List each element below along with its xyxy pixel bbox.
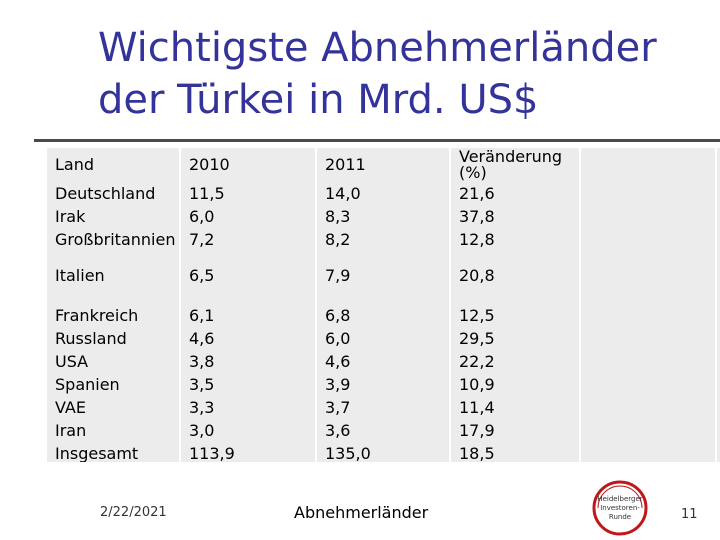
- slide-title-line2: der Türkei in Mrd. US$: [98, 77, 539, 123]
- table-cell-land: VAE: [55, 398, 86, 417]
- table-cell-2010: 6,5: [181, 251, 315, 300]
- table-cell-2011: 3,9: [325, 375, 351, 394]
- empty-cell: [717, 251, 720, 300]
- table-cell-2010: 113,9: [189, 444, 235, 462]
- table-cell-2010: 3,0: [189, 421, 215, 440]
- land-group-3: Frankreich Russland USA Spanien VAE Iran…: [47, 300, 179, 462]
- slide-date: 2/22/2021: [100, 505, 167, 520]
- table-cell-land: Großbritannien: [55, 230, 176, 249]
- y2011-group-3: 6,8 6,0 4,6 3,9 3,7 3,6 135,0: [317, 300, 449, 462]
- table-cell-2010: 7,2: [189, 230, 215, 249]
- change-group-3: 12,5 29,5 22,2 10,9 11,4 17,9 18,5: [451, 300, 579, 462]
- table-cell-land: Spanien: [55, 375, 120, 394]
- table-cell-2011: 7,9: [317, 251, 449, 300]
- table-cell-change: 12,8: [459, 230, 495, 249]
- exports-table: Land 2010 2011 Veränderung (%) Deutschla…: [47, 148, 720, 482]
- table-cell-2011: 3,7: [325, 398, 351, 417]
- header-2010: 2010: [181, 148, 315, 182]
- table-cell-change: 18,5: [459, 444, 495, 462]
- table-cell-land: Russland: [55, 329, 127, 348]
- empty-cell: [717, 148, 720, 182]
- table-cell-2010: 6,1: [189, 306, 215, 325]
- header-2011: 2011: [317, 148, 449, 182]
- table-cell-2011: 8,3: [325, 207, 351, 226]
- table-cell-change: 37,8: [459, 207, 495, 226]
- slide-title-line1: Wichtigste Abnehmerländer: [98, 25, 657, 71]
- table-cell-2011: 6,8: [325, 306, 351, 325]
- table-cell-2010: 3,8: [189, 352, 215, 371]
- table-cell-change: 10,9: [459, 375, 495, 394]
- table-cell-land: Irak: [55, 207, 86, 226]
- table-cell-change: 11,4: [459, 398, 495, 417]
- table-cell-land: USA: [55, 352, 89, 371]
- table-cell-land: Iran: [55, 421, 87, 440]
- land-group-1: Deutschland Irak Großbritannien: [47, 182, 179, 251]
- table-cell-2010: 3,5: [189, 375, 215, 394]
- table-cell-change: 29,5: [459, 329, 495, 348]
- header-land: Land: [47, 148, 179, 182]
- table-cell-2010: 4,6: [189, 329, 215, 348]
- table-cell-land: Italien: [47, 251, 179, 300]
- table-cell-2011: 135,0: [325, 444, 371, 462]
- slide-footer-text: Abnehmerländer: [294, 503, 429, 522]
- page-number: 11: [681, 507, 698, 522]
- title-divider: [34, 139, 720, 142]
- empty-cell: [717, 182, 720, 251]
- empty-cell: [581, 148, 715, 182]
- table-cell-2011: 14,0: [325, 184, 361, 203]
- table-cell-2011: 3,6: [325, 421, 351, 440]
- table-cell-land: Frankreich: [55, 306, 139, 325]
- slide-title: Wichtigste Abnehmerländer der Türkei in …: [98, 22, 698, 126]
- table-cell-2011: 6,0: [325, 329, 351, 348]
- table-cell-change: 17,9: [459, 421, 495, 440]
- empty-cell: [717, 300, 720, 462]
- table-cell-land: Insgesamt: [55, 444, 139, 462]
- table-cell-2011: 8,2: [325, 230, 351, 249]
- empty-cell: [581, 251, 715, 300]
- change-group-1: 21,6 37,8 12,8: [451, 182, 579, 251]
- table-cell-change: 21,6: [459, 184, 495, 203]
- header-change: Veränderung (%): [451, 148, 579, 182]
- logo-line2: Investoren-: [600, 504, 640, 512]
- logo-line1: Heidelberger: [597, 495, 642, 503]
- y2010-group-3: 6,1 4,6 3,8 3,5 3,3 3,0 113,9: [181, 300, 315, 462]
- logo-arc: [597, 485, 643, 509]
- table-cell-2010: 6,0: [189, 207, 215, 226]
- table-cell-2011: 4,6: [325, 352, 351, 371]
- heidelberger-investoren-runde-logo: Heidelberger Investoren- Runde: [592, 480, 648, 536]
- table-cell-change: 12,5: [459, 306, 495, 325]
- logo-ring: [592, 480, 648, 536]
- empty-cell: [581, 300, 715, 462]
- table-cell-change: 20,8: [451, 251, 579, 300]
- table-cell-2010: 11,5: [189, 184, 225, 203]
- table-cell-2010: 3,3: [189, 398, 215, 417]
- y2011-group-1: 14,0 8,3 8,2: [317, 182, 449, 251]
- y2010-group-1: 11,5 6,0 7,2: [181, 182, 315, 251]
- empty-cell: [581, 182, 715, 251]
- logo-line3: Runde: [609, 513, 631, 521]
- table-cell-change: 22,2: [459, 352, 495, 371]
- table-cell-land: Deutschland: [55, 184, 156, 203]
